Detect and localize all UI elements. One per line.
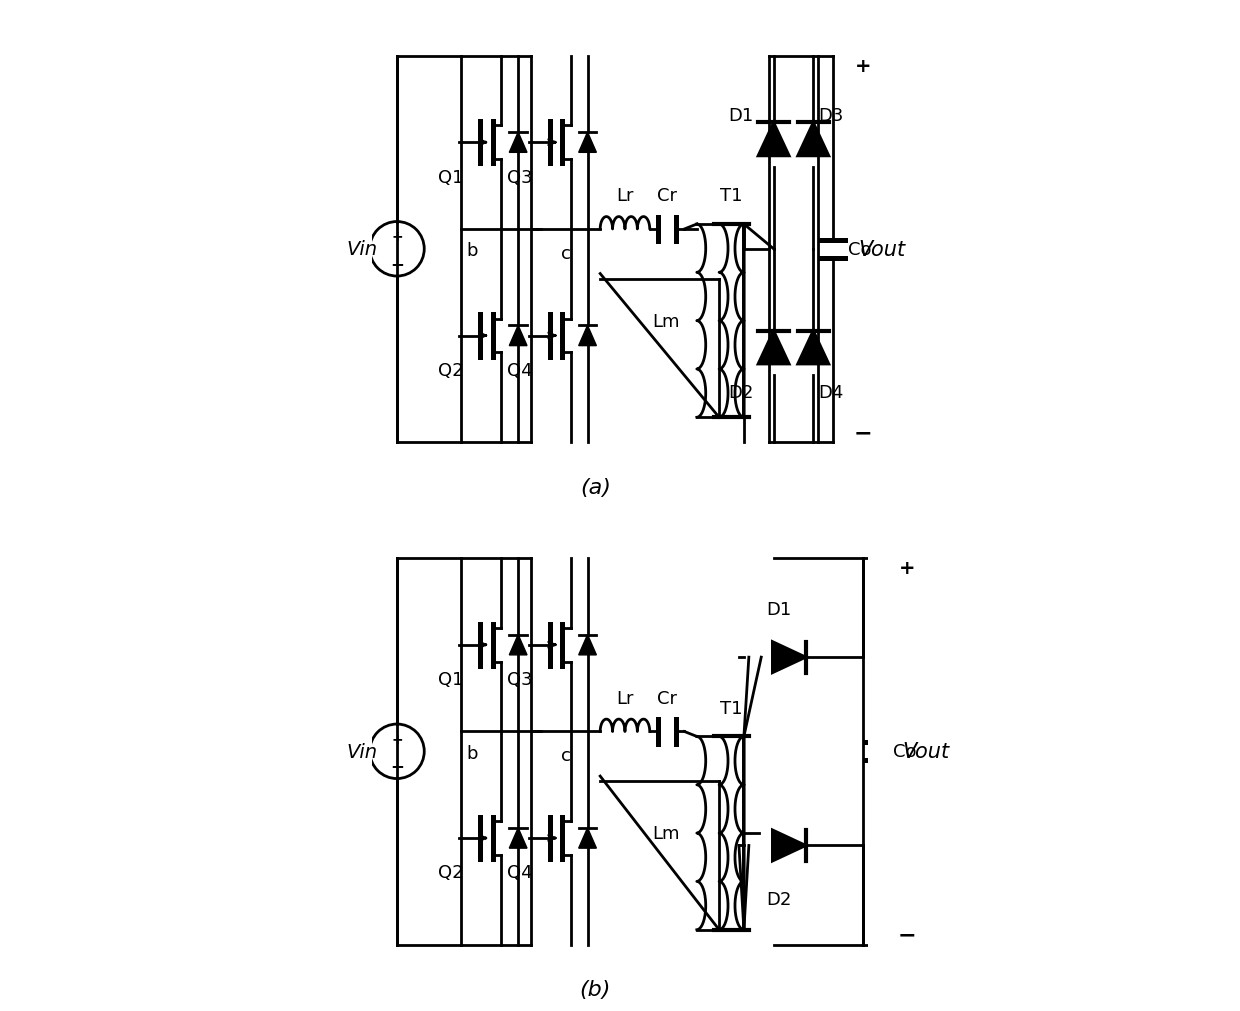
- Text: Vin: Vin: [346, 742, 377, 761]
- Text: D3: D3: [818, 107, 843, 124]
- Text: T1: T1: [720, 699, 743, 717]
- Text: (a): (a): [580, 477, 610, 497]
- Text: Lm: Lm: [652, 312, 680, 331]
- Text: D1: D1: [766, 600, 791, 618]
- Polygon shape: [773, 642, 806, 673]
- Text: Vout: Vout: [858, 240, 905, 260]
- Text: T1: T1: [720, 187, 743, 205]
- Polygon shape: [510, 635, 527, 655]
- Polygon shape: [797, 332, 828, 365]
- Text: b: b: [466, 242, 477, 260]
- Text: Q1: Q1: [438, 169, 464, 186]
- Text: Cr: Cr: [657, 187, 677, 205]
- Text: +: +: [391, 231, 403, 244]
- Text: +: +: [899, 559, 915, 578]
- Polygon shape: [579, 635, 596, 655]
- Polygon shape: [579, 828, 596, 848]
- Polygon shape: [773, 830, 806, 861]
- Text: Lr: Lr: [616, 187, 634, 205]
- Text: Q1: Q1: [438, 670, 464, 688]
- Text: Q3: Q3: [507, 670, 533, 688]
- Text: Q2: Q2: [438, 361, 464, 379]
- Text: Q2: Q2: [438, 863, 464, 882]
- Text: +: +: [391, 732, 403, 746]
- Text: Co: Co: [848, 241, 872, 259]
- Text: Cr: Cr: [657, 690, 677, 707]
- Text: −: −: [898, 925, 916, 944]
- Text: c: c: [560, 746, 570, 764]
- Text: Lr: Lr: [616, 690, 634, 707]
- Text: Q4: Q4: [507, 863, 533, 882]
- Text: Lm: Lm: [652, 824, 680, 842]
- Polygon shape: [510, 133, 527, 154]
- Polygon shape: [797, 123, 828, 157]
- Text: Vout: Vout: [903, 742, 950, 761]
- Text: (b): (b): [579, 979, 611, 999]
- Text: −: −: [853, 423, 872, 443]
- Text: Co: Co: [893, 742, 916, 760]
- Polygon shape: [758, 123, 789, 157]
- Text: +: +: [854, 57, 870, 76]
- Polygon shape: [758, 332, 789, 365]
- Polygon shape: [510, 828, 527, 848]
- Text: Q4: Q4: [507, 361, 533, 379]
- Polygon shape: [510, 327, 527, 347]
- Text: D2: D2: [766, 891, 791, 908]
- Polygon shape: [579, 133, 596, 154]
- Text: c: c: [560, 245, 570, 263]
- Text: D2: D2: [728, 384, 754, 402]
- Text: −: −: [391, 255, 404, 272]
- Text: Vin: Vin: [346, 240, 377, 259]
- Text: −: −: [391, 756, 404, 774]
- Text: Q3: Q3: [507, 169, 533, 186]
- Text: D4: D4: [818, 384, 843, 402]
- Polygon shape: [579, 327, 596, 347]
- Text: D1: D1: [729, 107, 754, 124]
- Text: b: b: [466, 744, 477, 762]
